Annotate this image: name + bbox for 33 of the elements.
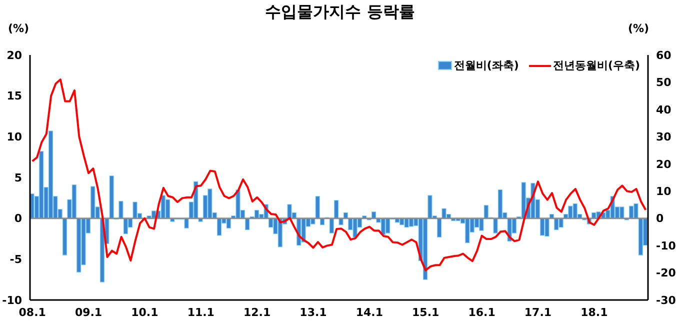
y-tick-label: -5 xyxy=(10,253,22,266)
y2-tick-label: 60 xyxy=(656,48,672,62)
y-tick-label: -10 xyxy=(2,294,22,307)
x-tick-label: 18.1 xyxy=(580,306,608,319)
y2-tick-label: 30 xyxy=(656,130,672,144)
y2-tick-label: -20 xyxy=(656,266,676,280)
x-tick-label: 14.1 xyxy=(356,306,383,319)
y-axis-title: (%) xyxy=(8,22,30,35)
x-tick-label: 16.1 xyxy=(468,306,496,319)
y2-tick-label: -10 xyxy=(656,239,676,252)
y-tick-label: 0 xyxy=(14,212,22,226)
y2-tick-label: -30 xyxy=(656,294,676,307)
x-tick-label: 17.1 xyxy=(524,306,552,319)
chart-title: 수입물가지수 등락률 xyxy=(264,2,416,23)
y-tick-label: 20 xyxy=(6,48,22,62)
y-tick-label: 5 xyxy=(14,171,22,184)
x-tick-label: 13.1 xyxy=(300,306,327,319)
y2-tick-label: 10 xyxy=(656,185,672,198)
x-tick-label: 08.1 xyxy=(18,306,46,319)
y2-tick-label: 40 xyxy=(656,103,672,116)
y2-axis-title: (%) xyxy=(628,22,650,35)
legend-label: 전월비(좌축) xyxy=(454,58,519,73)
x-tick-label: 10.1 xyxy=(131,306,158,319)
y2-tick-label: 0 xyxy=(656,212,664,226)
x-tick-label: 15.1 xyxy=(412,306,440,319)
x-tick-label: 12.1 xyxy=(244,306,271,319)
x-tick-label: 09.1 xyxy=(74,306,102,319)
y2-tick-label: 20 xyxy=(656,158,672,171)
y2-tick-label: 50 xyxy=(656,76,672,90)
y-tick-label: 10 xyxy=(6,130,22,144)
y-tick-label: 15 xyxy=(6,90,22,103)
legend-label: 전년동월비(우축) xyxy=(552,58,640,73)
x-tick-label: 11.1 xyxy=(187,306,214,319)
